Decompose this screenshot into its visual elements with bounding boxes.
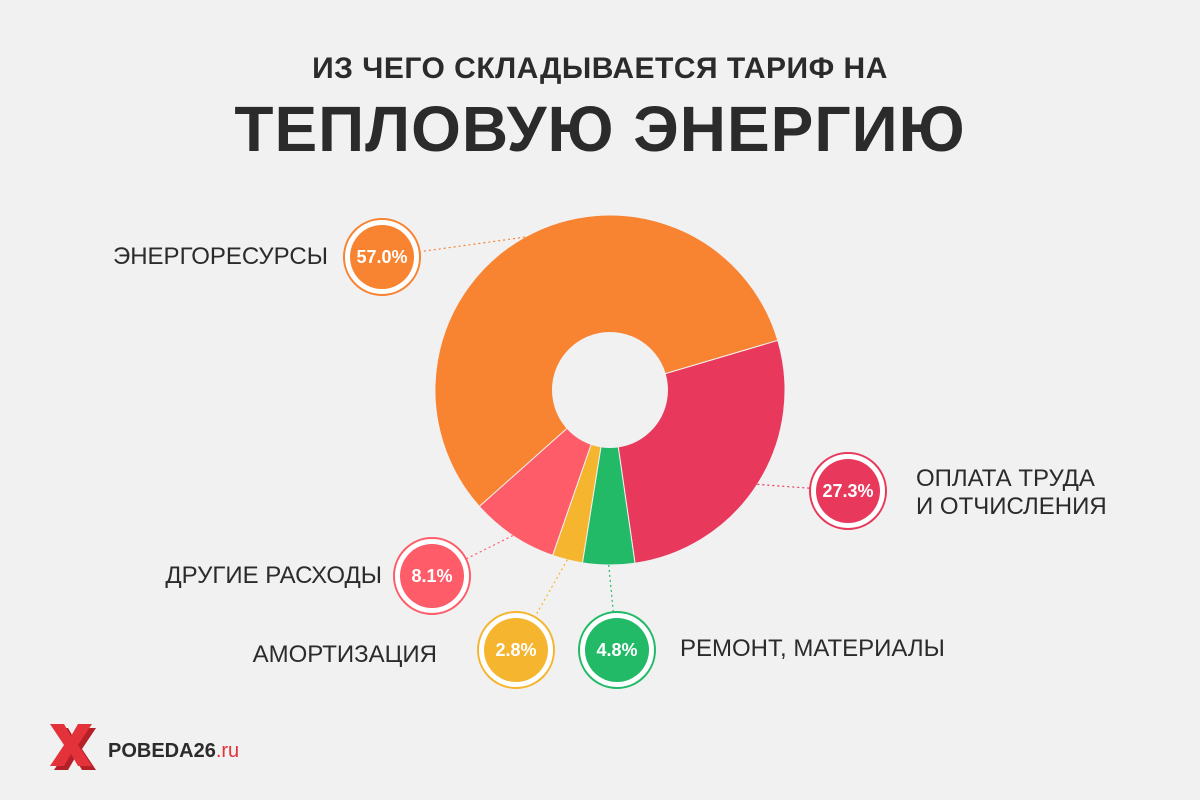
brand-domain: .ru (215, 740, 240, 762)
value-badge-амортизация (484, 618, 548, 682)
slice-label-line: ЭНЕРГОРЕСУРСЫ (113, 243, 328, 270)
donut-hole (552, 332, 668, 448)
data-label-энергоресурсы: 57.0% (356, 247, 407, 267)
slice-label-line: АМОРТИЗАЦИЯ (253, 641, 437, 668)
pobeda-logo-icon (50, 724, 96, 770)
chart-title: ТЕПЛОВУЮ ЭНЕРГИЮ (234, 93, 966, 165)
slice-label-амортизация: АМОРТИЗАЦИЯ (253, 641, 437, 668)
brand-name: POBEDA26.ru (108, 740, 239, 763)
slice-label-line: ОПЛАТА ТРУДА (916, 465, 1095, 492)
value-badge-другие-расходы (400, 544, 464, 608)
data-label-ремонт-материалы: 4.8% (596, 640, 637, 660)
data-label-другие-расходы: 8.1% (411, 566, 452, 586)
brand-label: POBEDA26 (108, 740, 216, 762)
slice-label-line: РЕМОНТ, МАТЕРИАЛЫ (680, 635, 945, 662)
slice-label-другие-расходы: ДРУГИЕ РАСХОДЫ (165, 562, 382, 589)
slice-label-оплата-труда-и-отчисления: ОПЛАТА ТРУДА И ОТЧИСЛЕНИЯ (916, 465, 1107, 520)
value-badge-энергоресурсы (350, 225, 414, 289)
slice-label-ремонт-материалы: РЕМОНТ, МАТЕРИАЛЫ (680, 635, 945, 662)
slice-label-line: И ОТЧИСЛЕНИЯ (916, 493, 1107, 520)
data-label-оплата-труда-и-отчисления: 27.3% (822, 481, 873, 501)
slice-label-line: ДРУГИЕ РАСХОДЫ (165, 562, 382, 589)
value-badge-ремонт-материалы (585, 618, 649, 682)
value-badge-оплата-труда-и-отчисления (816, 459, 880, 523)
data-label-амортизация: 2.8% (495, 640, 536, 660)
chart-subtitle: ИЗ ЧЕГО СКЛАДЫВАЕТСЯ ТАРИФ НА (312, 52, 888, 85)
slice-label-энергоресурсы: ЭНЕРГОРЕСУРСЫ (113, 243, 328, 270)
